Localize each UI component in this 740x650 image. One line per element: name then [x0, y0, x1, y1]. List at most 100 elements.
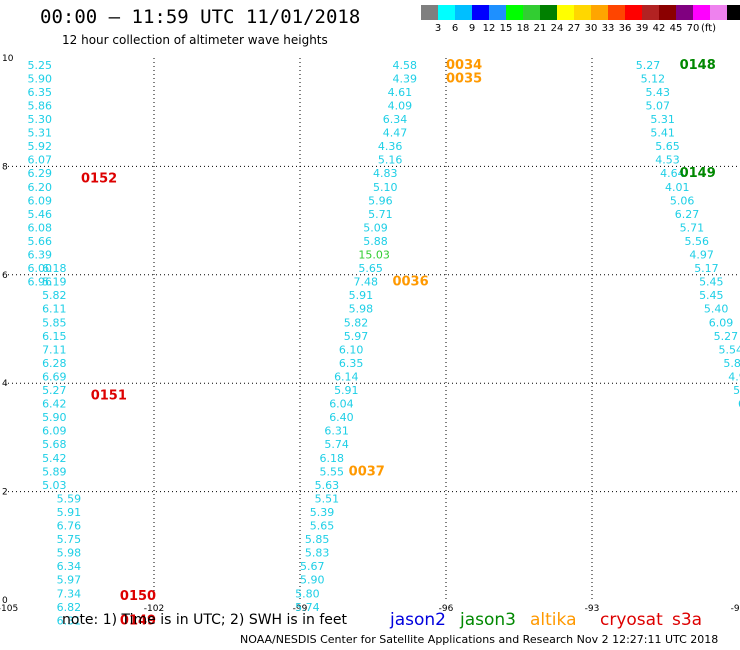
wave-height-value: 6.39: [27, 249, 52, 262]
scale-tick-label: 30: [584, 23, 598, 34]
wave-height-value: 6.27: [675, 208, 700, 221]
x-tick-label: -96: [439, 604, 454, 614]
pass-label: 0036: [392, 275, 428, 290]
pass-label: 0148: [680, 58, 716, 73]
wave-height-value: 5.07: [646, 99, 671, 112]
scale-swatch: [438, 5, 455, 20]
scale-swatch: [421, 5, 438, 20]
wave-height-value: 6.35: [27, 86, 52, 99]
wave-height-value: 6.29: [27, 167, 52, 180]
wave-height-value: 4.83: [373, 167, 398, 180]
chart-subtitle: 12 hour collection of altimeter wave hei…: [62, 33, 328, 47]
wave-height-value: 6.76: [57, 520, 82, 533]
scale-swatch: [455, 5, 472, 20]
wave-height-value: 5.63: [315, 479, 340, 492]
wave-height-value: 5.96: [368, 194, 393, 207]
scale-swatch: [710, 5, 727, 20]
wave-height-value: 6.10: [339, 343, 364, 356]
wave-height-value: 5.03: [42, 479, 67, 492]
wave-height-value: 5.45: [699, 289, 724, 302]
wave-height-value: 5.30: [27, 113, 52, 126]
wave-height-value: 5.27: [42, 384, 67, 397]
pass-label: 0149: [680, 166, 716, 181]
x-tick-label: -90: [731, 604, 740, 614]
y-tick-label: 4: [2, 379, 8, 389]
wave-height-value: 6.04: [329, 398, 354, 411]
wave-height-value: 6.11: [42, 303, 67, 316]
scale-tick-label: 39: [635, 23, 649, 34]
scale-swatch: [557, 5, 574, 20]
wave-height-value: 5.74: [324, 438, 349, 451]
wave-height-value: 5.71: [368, 208, 393, 221]
scale-tick-label: 33: [601, 23, 615, 34]
wave-height-value: 6.00: [27, 262, 52, 275]
scale-tick-label: 9: [468, 23, 476, 34]
wave-height-value: 4.58: [392, 59, 417, 72]
wave-height-value: 6.28: [42, 357, 67, 370]
scale-swatch: [727, 5, 740, 20]
wave-height-value: 5.91: [349, 289, 374, 302]
wave-height-value: 5.09: [363, 221, 388, 234]
pass-label: 0149: [120, 613, 156, 628]
wave-height-value: 5.55: [319, 465, 344, 478]
scale-tick-label: 21: [533, 23, 547, 34]
pass-label: 0037: [349, 464, 385, 479]
wave-height-value: 5.66: [27, 235, 52, 248]
wave-height-value: 6.96: [27, 276, 52, 289]
wave-height-value: 6.31: [57, 614, 82, 627]
wave-height-value: 5.86: [27, 99, 52, 112]
wave-height-value: 5.97: [344, 330, 369, 343]
wave-height-value: 7.11: [42, 343, 67, 356]
wave-height-value: 6.26: [738, 398, 740, 411]
scale-tick-label: 42: [652, 23, 666, 34]
wave-height-value: 5.27: [714, 330, 739, 343]
legend-altika: altika: [530, 610, 577, 630]
wave-height-value: 5.43: [646, 86, 671, 99]
wave-height-value: 6.18: [319, 452, 344, 465]
scale-swatch: [574, 5, 591, 20]
wave-height-value: 5.65: [358, 262, 383, 275]
wave-height-value: 5.83: [305, 547, 330, 560]
wave-height-value: 6.09: [42, 425, 67, 438]
x-tick-label: -102: [144, 604, 164, 614]
legend-cryosat: cryosat: [600, 610, 663, 630]
wave-height-value: 6.82: [57, 601, 82, 614]
x-tick-label: -105: [0, 604, 18, 614]
wave-height-value: 5.89: [42, 465, 67, 478]
wave-height-value: 5.98: [57, 547, 82, 560]
wave-height-value: 5.91: [57, 506, 82, 519]
wave-height-value: 5.40: [704, 303, 729, 316]
y-tick-label: 0: [2, 596, 8, 606]
wave-height-value: 5.90: [300, 574, 325, 587]
wave-height-value: 5.45: [699, 276, 724, 289]
pass-label: 0150: [120, 589, 156, 604]
y-tick-label: 6: [2, 271, 8, 281]
wave-height-value: 5.27: [636, 59, 661, 72]
wave-height-value: 4.36: [378, 140, 403, 153]
wave-height-value: 15.03: [358, 249, 390, 262]
scale-tick-label: 12: [482, 23, 496, 34]
wave-height-value: 4.47: [383, 127, 408, 140]
wave-height-value: 5.25: [27, 59, 52, 72]
wave-height-value: 6.15: [42, 330, 67, 343]
scale-tick-label: 3: [434, 23, 442, 34]
scale-tick-label: 45: [669, 23, 683, 34]
wave-height-value: 5.85: [42, 316, 67, 329]
wave-height-value: 6.42: [42, 398, 67, 411]
wave-height-value: 5.88: [363, 235, 388, 248]
wave-height-value: 5.65: [310, 520, 335, 533]
wave-height-value: 6.09: [27, 194, 52, 207]
wave-height-value: 5.51: [315, 492, 340, 505]
wave-height-value: 6.40: [329, 411, 354, 424]
wave-height-value: 6.34: [383, 113, 408, 126]
legend-s3a: s3a: [672, 610, 703, 630]
wave-height-value: 5.98: [349, 303, 374, 316]
wave-height-value: 5.06: [670, 194, 695, 207]
wave-height-value: 5.10: [373, 181, 398, 194]
scale-swatch: [693, 5, 710, 20]
wave-height-value: 5.74: [295, 601, 320, 614]
scale-swatch: [642, 5, 659, 20]
y-tick-label: 2: [2, 488, 8, 498]
x-tick-label: -99: [293, 604, 308, 614]
scale-swatch: [540, 5, 557, 20]
